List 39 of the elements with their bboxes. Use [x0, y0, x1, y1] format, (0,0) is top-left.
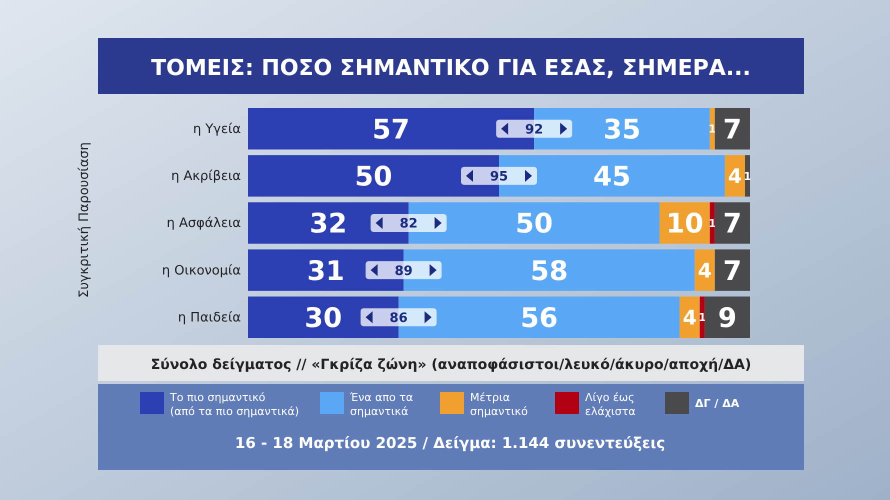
data-label: 31 [307, 256, 345, 287]
data-label: 50 [515, 208, 553, 240]
y-tick-label: η Ασφάλεια [166, 216, 241, 232]
data-label: 50 [354, 162, 392, 193]
legend-label: Το πιο σημαντικό (από τα πιο σημαντικά) [169, 391, 300, 418]
data-label: 57 [372, 114, 410, 146]
y-tick-label: η Οικονομία [162, 263, 241, 278]
annotation: 92 [525, 122, 544, 138]
data-label: 4 [682, 305, 697, 330]
legend-label: Ένα απο τα σημαντικά [349, 391, 414, 418]
y-tick-label: η Ακρίβεια [171, 169, 241, 184]
y-tick-label: η Υγεία [192, 122, 241, 137]
data-label: 35 [603, 114, 641, 146]
data-label: 1 [698, 311, 706, 324]
text: Συγκριτική Παρουσίαση [77, 142, 92, 298]
data-label: 58 [530, 256, 568, 287]
legend-label: ΔΓ / ΔΑ [695, 397, 740, 410]
text: Σύνολο δείγματος // «Γκρίζα ζώνη» (αναποφάσιστοι/λευκό/άκυρο/αποχή/ΔΑ) [150, 357, 752, 373]
data-label: 1 [708, 216, 716, 230]
annotation: 89 [394, 264, 413, 279]
data-label: 7 [723, 114, 742, 146]
data-label: 30 [304, 302, 342, 334]
data-label: 9 [718, 302, 737, 334]
text: 16 - 18 Μαρτίου 2025 / Δείγμα: 1.144 συνεντεύξεις [234, 434, 666, 452]
annotation: 82 [400, 216, 418, 232]
data-label: 32 [310, 208, 348, 240]
data-label: 45 [593, 162, 631, 193]
data-label: 7 [723, 256, 742, 287]
annotation: 86 [390, 310, 408, 326]
chart-title: ΤΟΜΕΙΣ: ΠΟΣΟ ΣΗΜΑΝΤΙΚΟ ΓΙΑ ΕΣΑΣ, ΣΗΜΕΡΑ... [151, 56, 751, 81]
data-label: 4 [698, 258, 712, 282]
legend-label: Μέτρια σημαντικό [470, 391, 528, 418]
data-label: 10 [666, 208, 704, 240]
data-label: 56 [520, 302, 558, 334]
data-label: 7 [723, 208, 742, 240]
legend-label: Λίγο έως ελάχιστα [585, 391, 636, 418]
y-tick-label: η Παιδεία [178, 310, 241, 326]
data-label: 4 [728, 164, 742, 188]
annotation: 95 [490, 170, 508, 185]
